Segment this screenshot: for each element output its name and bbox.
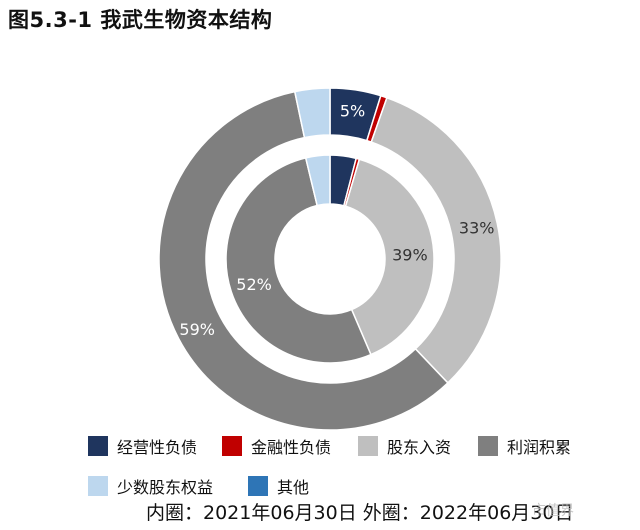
inner-ring-slice-3: [225, 156, 372, 364]
outer-ring-label-2: 33%: [459, 219, 495, 238]
watermark: 市值界: [532, 503, 574, 519]
inner-ring-slice-2: [344, 158, 435, 356]
outer-ring-slice-4: [293, 87, 331, 139]
inner-ring-label-2: 39%: [392, 245, 428, 264]
outer-ring-label-0: 5%: [340, 102, 365, 121]
ring-caption: 内圈：2021年06月30日 外圈：2022年06月30日: [146, 502, 574, 524]
outer-ring-slice-2: [370, 96, 502, 384]
inner-ring-slice-4: [304, 154, 331, 207]
outer-ring-slice-3: [158, 90, 449, 431]
inner-ring-label-3: 52%: [236, 275, 272, 294]
chart-title: 图5.3-1 我武生物资本结构: [8, 8, 273, 32]
outer-ring-label-3: 59%: [179, 320, 215, 339]
